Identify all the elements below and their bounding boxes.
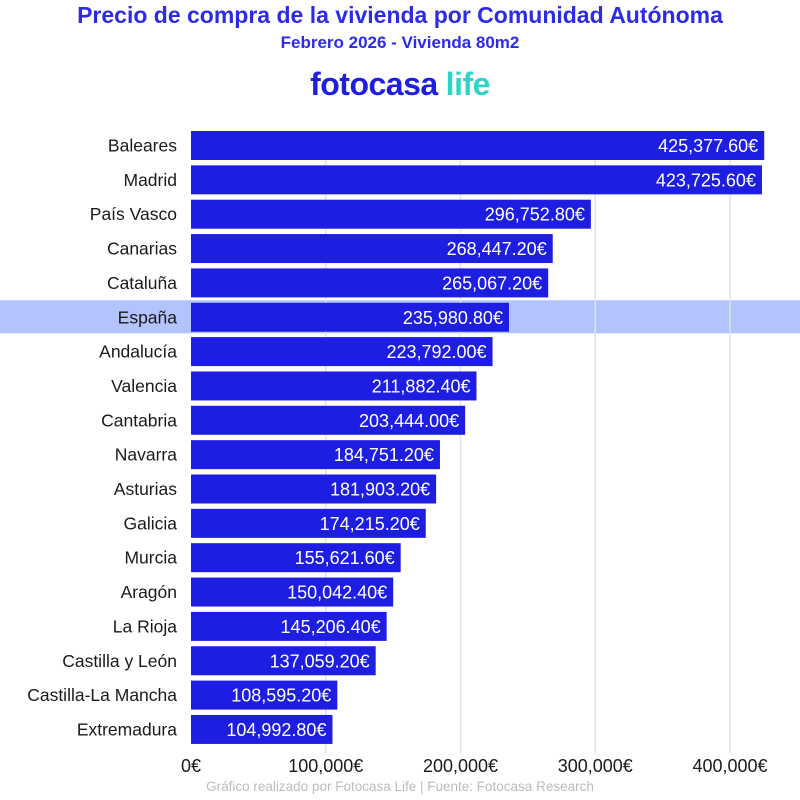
category-label: Cantabria: [101, 410, 177, 430]
category-label: Madrid: [124, 170, 178, 190]
value-label: 155,621.60€: [295, 548, 395, 568]
chart-subtitle: Febrero 2026 - Vivienda 80m2: [280, 33, 520, 52]
bar: [191, 440, 440, 470]
logo-brand-text: fotocasa: [310, 66, 438, 102]
category-label: Andalucía: [99, 342, 177, 362]
bar: [191, 234, 553, 264]
category-label: Aragón: [121, 582, 177, 602]
category-label: Baleares: [108, 136, 177, 156]
bar: [191, 371, 477, 401]
bar: [191, 199, 591, 229]
x-tick-label: 400,000€: [692, 756, 767, 776]
x-tick-label: 200,000€: [423, 756, 498, 776]
bar: [191, 337, 493, 367]
chart-title: Precio de compra de la vivienda por Comu…: [77, 2, 723, 28]
category-label: Canarias: [107, 239, 177, 259]
category-label: Cataluña: [107, 273, 177, 293]
bar: [191, 508, 426, 538]
value-label: 265,067.20€: [442, 273, 542, 293]
bar: [191, 268, 549, 298]
category-label: Navarra: [115, 445, 178, 465]
value-label: 137,059.20€: [270, 651, 370, 671]
category-label: Castilla-La Mancha: [27, 685, 177, 705]
bar: [191, 577, 394, 607]
bar: [191, 131, 765, 160]
value-label: 104,992.80€: [226, 720, 326, 740]
value-label: 174,215.20€: [320, 514, 420, 534]
value-label: 235,980.80€: [403, 308, 503, 328]
bar: [191, 302, 509, 332]
value-label: 268,447.20€: [447, 239, 547, 259]
bar: [191, 474, 437, 504]
bar: [191, 405, 466, 435]
category-label: España: [118, 307, 178, 327]
bar: [191, 611, 387, 641]
logo-suffix-text: life: [445, 66, 491, 102]
value-label: 423,725.60€: [656, 170, 756, 190]
value-label: 181,903.20€: [330, 480, 430, 500]
bar: [191, 646, 376, 676]
value-label: 184,751.20€: [334, 445, 434, 465]
x-tick-label: 100,000€: [288, 756, 363, 776]
value-label: 211,882.40€: [372, 376, 471, 396]
category-label: Extremadura: [77, 719, 177, 739]
value-label: 203,444.00€: [359, 411, 459, 431]
category-label: Valencia: [111, 376, 177, 396]
value-label: 145,206.40€: [281, 617, 381, 637]
category-label: Murcia: [124, 548, 177, 568]
value-label: 223,792.00€: [386, 342, 486, 362]
bar: [191, 543, 401, 573]
chart-footer: Gráfico realizado por Fotocasa Life | Fu…: [206, 779, 594, 794]
value-label: 150,042.40€: [287, 583, 387, 603]
bar: [191, 714, 333, 744]
x-tick-label: 0€: [181, 756, 201, 776]
category-label: País Vasco: [90, 204, 177, 224]
category-label: Asturias: [114, 479, 177, 499]
x-tick-label: 300,000€: [558, 756, 633, 776]
bar: [191, 165, 762, 195]
value-label: 296,752.80€: [485, 205, 585, 225]
fotocasa-life-logo: fotocasa life: [0, 66, 800, 103]
bar: [191, 680, 338, 710]
value-label: 425,377.60€: [658, 136, 758, 156]
category-label: La Rioja: [113, 616, 177, 636]
category-label: Castilla y León: [62, 651, 177, 671]
value-label: 108,595.20€: [231, 686, 331, 706]
category-label: Galicia: [124, 513, 178, 533]
